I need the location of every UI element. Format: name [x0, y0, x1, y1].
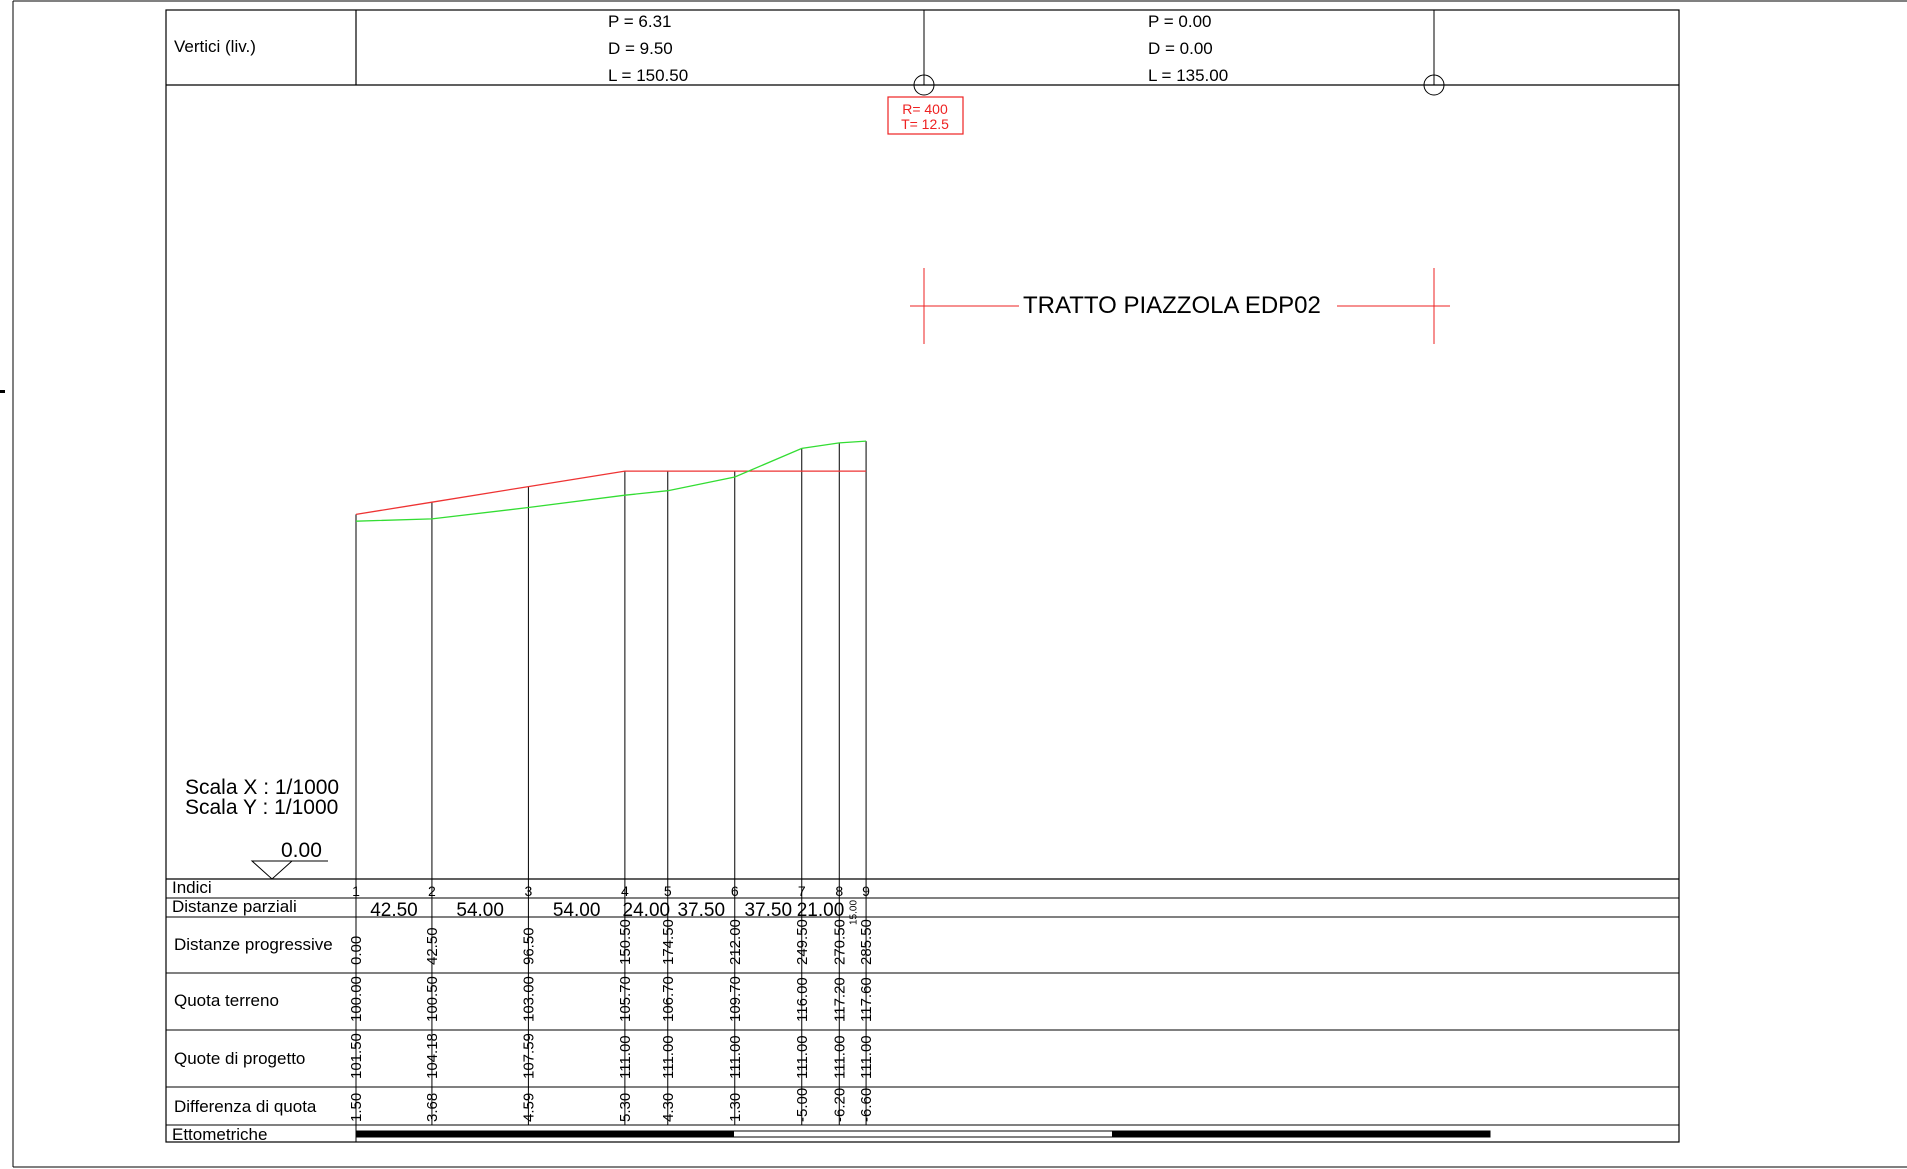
segment-1-length: L = 150.50	[608, 66, 688, 85]
section-title: TRATTO PIAZZOLA EDP02	[1023, 292, 1321, 319]
progressive-value: 150.50	[617, 919, 634, 965]
profile-frame	[165, 9, 1680, 1143]
progressive-value: 0.00	[348, 936, 365, 965]
datum-triangle-icon	[250, 860, 294, 880]
terreno-value: 105.70	[617, 976, 634, 1022]
differenza-value: -6.60	[858, 1088, 875, 1122]
progetto-value: 101.50	[348, 1033, 365, 1079]
differenza-value: 5.30	[617, 1093, 634, 1122]
differenza-value: -5.00	[794, 1088, 811, 1122]
scale-x: Scala X : 1/1000	[185, 776, 339, 799]
differenza-value: -6.20	[831, 1088, 848, 1122]
progetto-value: 111.00	[617, 1035, 634, 1079]
row-label-parziali: Distanze parziali	[172, 897, 297, 916]
station-index: 7	[798, 883, 806, 899]
segment-2-diff: D = 0.00	[1148, 39, 1213, 58]
row-label-terreno: Quota terreno	[174, 991, 279, 1010]
partial-distance: 21.00	[797, 900, 845, 921]
progetto-value: 111.00	[794, 1035, 811, 1079]
progressive-value: 174.50	[660, 919, 677, 965]
curve-tangent: T= 12.5	[901, 116, 949, 132]
vertex-header-label: Vertici (liv.)	[174, 37, 256, 56]
progressive-value: 270.50	[831, 919, 848, 965]
station-index: 5	[664, 883, 672, 899]
project-grade-line	[355, 470, 867, 516]
progressive-value: 42.50	[424, 927, 441, 965]
partial-distance: 24.00	[623, 900, 671, 921]
terreno-value: 117.60	[858, 977, 875, 1022]
progetto-value: 107.59	[520, 1033, 537, 1079]
ettometriche-segment-dark	[356, 1131, 734, 1137]
progetto-value: 111.00	[831, 1035, 848, 1079]
profile-table-values: 1 0.00 100.00 101.50 1.50 2 42.50 100.50 104.18 3…	[348, 883, 875, 1122]
progetto-value: 111.00	[727, 1035, 744, 1079]
curve-radius: R= 400	[902, 101, 948, 117]
progressive-value: 285.50	[858, 919, 875, 965]
differenza-value: 4.30	[660, 1093, 677, 1122]
progetto-value: 111.00	[858, 1035, 875, 1079]
partial-distance: 37.50	[677, 900, 725, 921]
sheet-margin-tick	[0, 390, 5, 393]
progetto-value: 111.00	[660, 1035, 677, 1079]
partial-distance: 37.50	[744, 900, 792, 921]
terreno-value: 109.70	[727, 976, 744, 1022]
segment-2-length: L = 135.00	[1148, 66, 1228, 85]
progetto-value: 104.18	[424, 1033, 441, 1079]
differenza-value: 1.50	[348, 1093, 365, 1122]
terreno-value: 117.20	[831, 977, 848, 1022]
segment-2-slope: P = 0.00	[1148, 12, 1212, 31]
progressive-value: 212.00	[727, 919, 744, 965]
terreno-value: 106.70	[660, 976, 677, 1022]
ettometriche-segment-dark	[1112, 1131, 1490, 1137]
datum-value: 0.00	[281, 839, 322, 862]
terreno-value: 100.50	[424, 976, 441, 1022]
progressive-value: 96.50	[520, 927, 537, 965]
partial-distance: 42.50	[370, 900, 418, 921]
row-label-differenza: Differenza di quota	[174, 1097, 317, 1116]
station-index: 8	[835, 883, 843, 899]
segment-1-slope: P = 6.31	[608, 12, 672, 31]
terrain-line	[355, 440, 867, 522]
vertex-1-marker	[913, 74, 935, 96]
differenza-value: 1.30	[727, 1093, 744, 1122]
station-index: 9	[862, 883, 870, 899]
station-index: 1	[352, 883, 360, 899]
row-label-progetto: Quote di progetto	[174, 1049, 305, 1068]
terreno-value: 103.00	[520, 976, 537, 1022]
station-index: 3	[525, 883, 533, 899]
station-index: 4	[621, 883, 629, 899]
progressive-value: 249.50	[794, 919, 811, 965]
terreno-value: 100.00	[348, 976, 365, 1022]
profile-chart	[355, 440, 867, 1125]
segment-1-diff: D = 9.50	[608, 39, 673, 58]
station-index: 2	[428, 883, 436, 899]
partial-distance: 54.00	[456, 900, 504, 921]
vertex-2-marker	[1423, 74, 1445, 96]
vertical-curve-box	[887, 96, 964, 135]
scale-y: Scala Y : 1/1000	[185, 796, 338, 819]
terreno-value: 116.00	[794, 977, 811, 1022]
partial-distance: 54.00	[553, 900, 601, 921]
partial-distance: 15.00	[849, 900, 860, 925]
row-label-progressive: Distanze progressive	[174, 935, 333, 954]
differenza-value: 3.68	[424, 1093, 441, 1122]
station-index: 6	[731, 883, 739, 899]
row-label-ettometriche: Ettometriche	[172, 1125, 267, 1144]
differenza-value: 4.59	[520, 1093, 537, 1122]
row-label-indici: Indici	[172, 878, 212, 897]
